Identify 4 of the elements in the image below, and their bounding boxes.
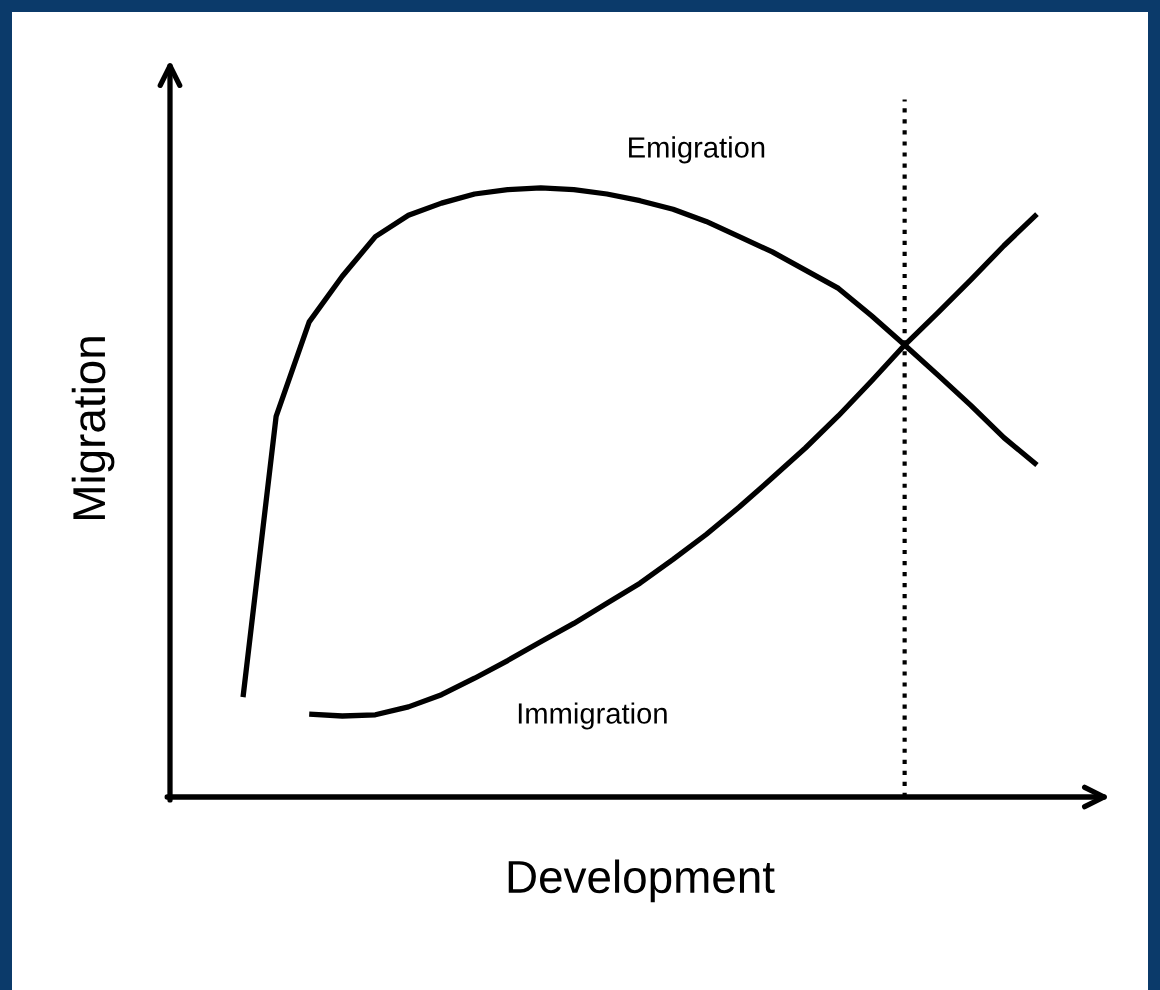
x-axis-title: Development xyxy=(508,859,775,903)
series-label: Emigration xyxy=(629,136,765,164)
y-axis-title: Migration xyxy=(71,337,115,519)
series-label: Immigration xyxy=(518,702,667,730)
